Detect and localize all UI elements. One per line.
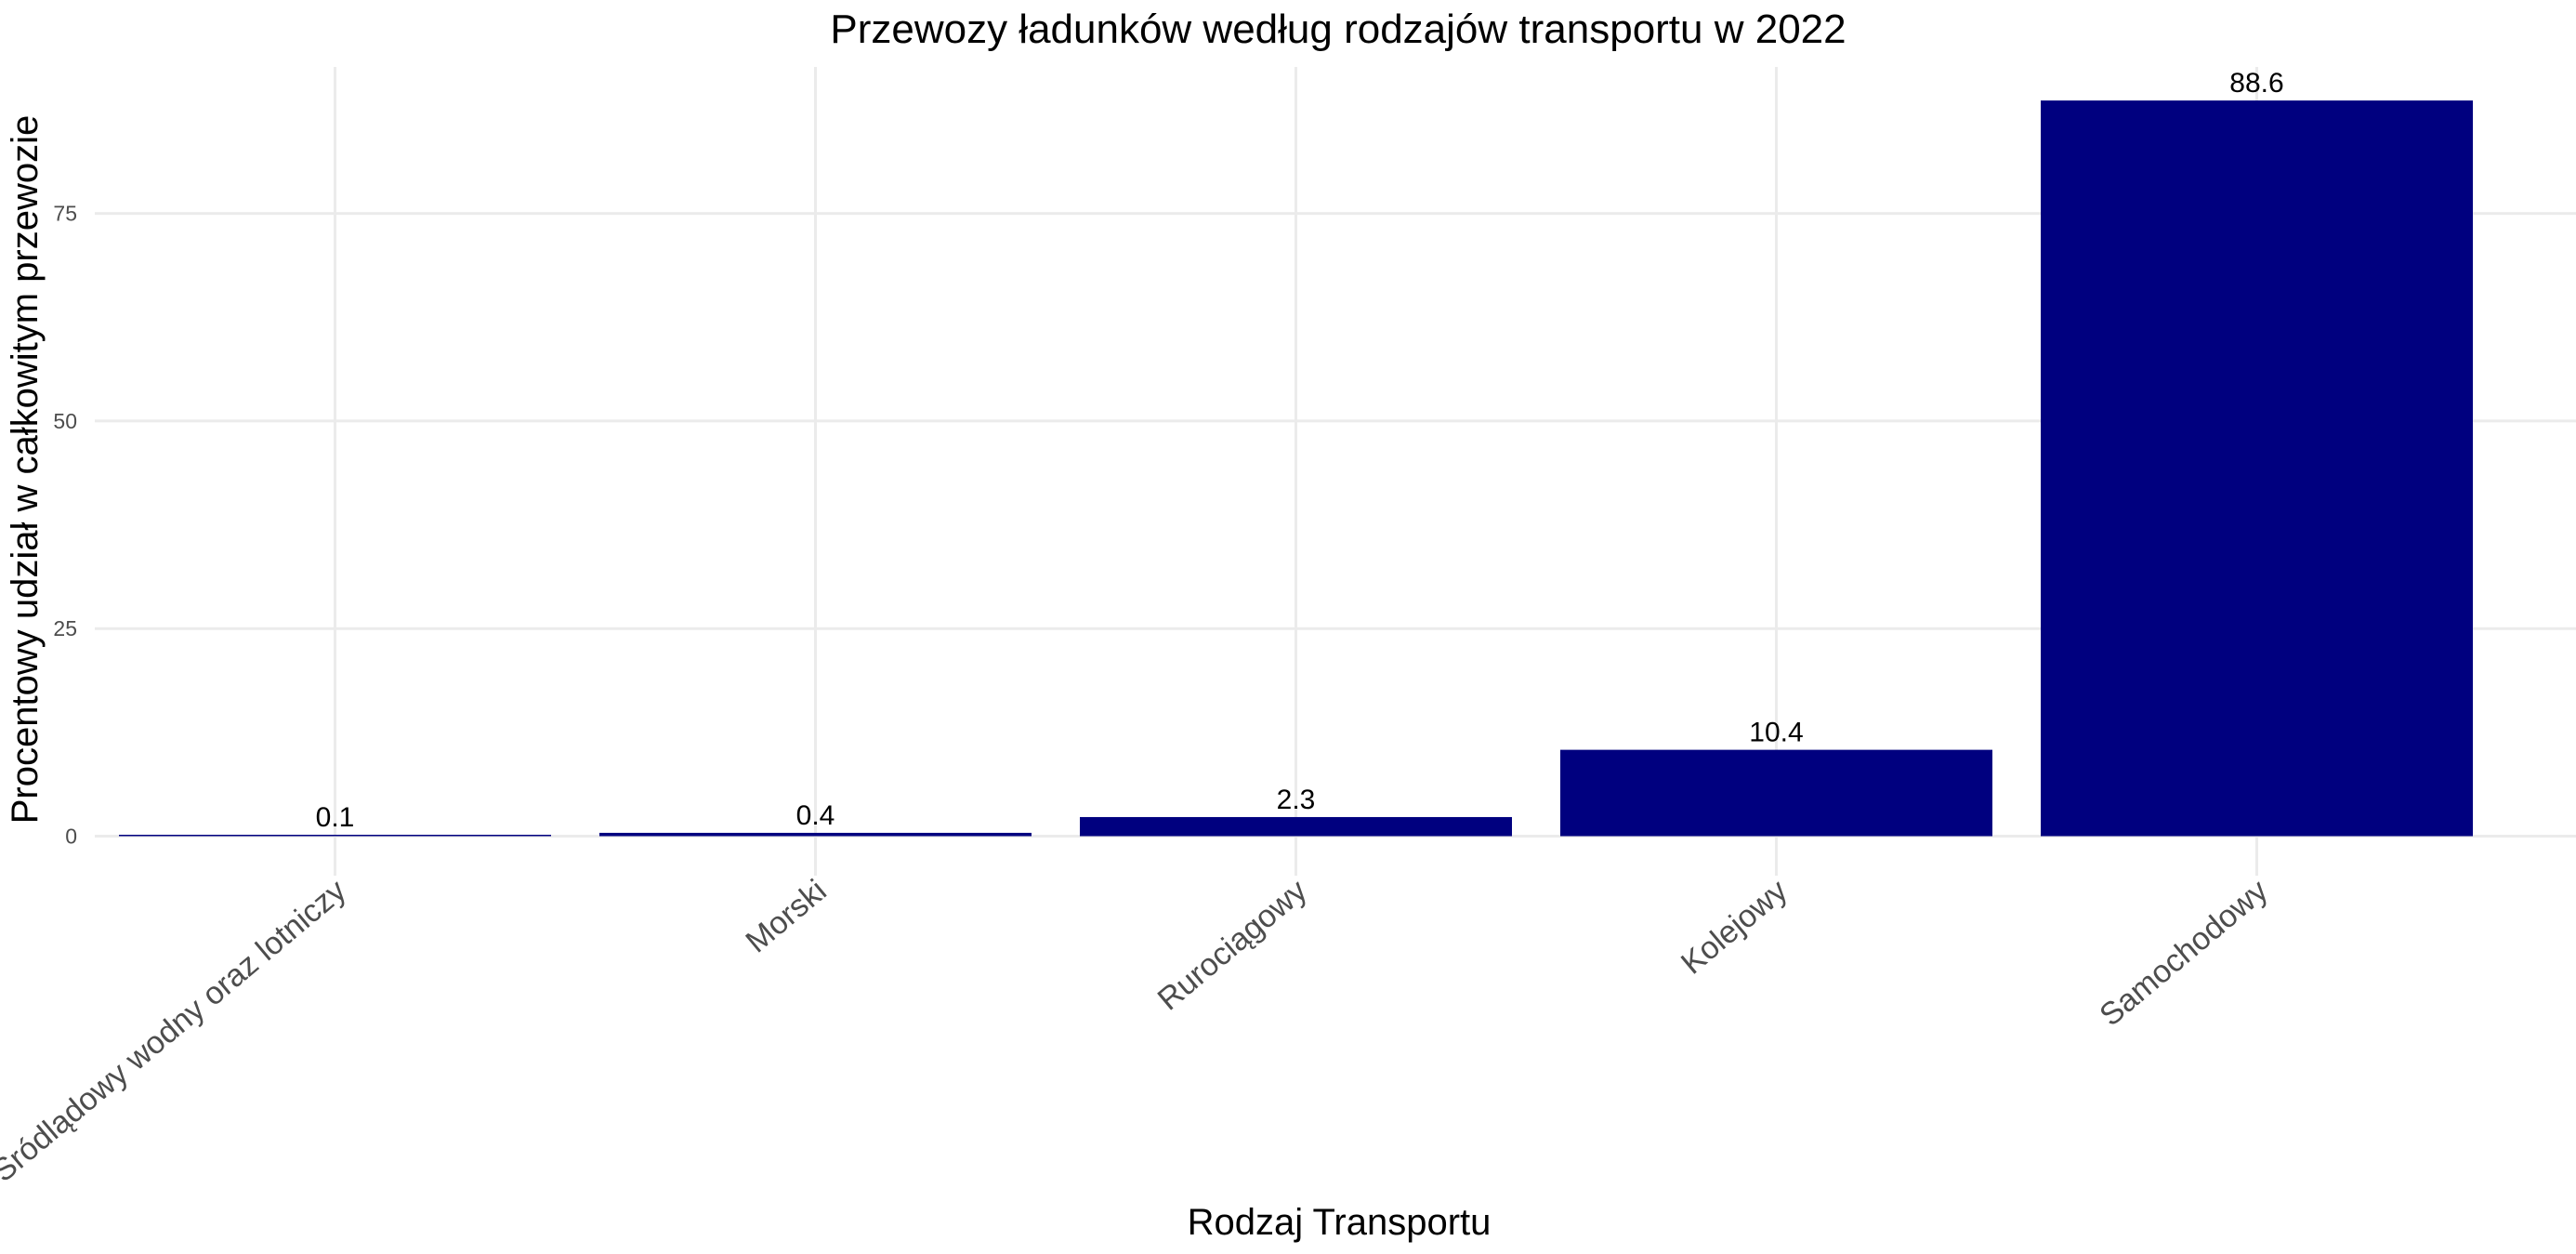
bar xyxy=(2041,100,2473,837)
data-label: 10.4 xyxy=(1749,718,1803,748)
bars xyxy=(119,100,2473,837)
bar xyxy=(119,835,551,837)
y-tick-label: 75 xyxy=(53,202,77,226)
bar xyxy=(599,832,1032,837)
y-axis-title: Procentowy udział w całkowitym przewozie xyxy=(5,115,46,825)
y-tick-label: 50 xyxy=(53,409,77,433)
data-label: 0.1 xyxy=(316,802,355,833)
bar xyxy=(1560,749,1992,837)
data-labels: 0.1 0.4 2.3 10.4 88.6 xyxy=(316,68,2284,833)
y-axis-ticks: 0 25 50 75 xyxy=(53,202,77,849)
data-label: 0.4 xyxy=(796,800,835,831)
y-tick-label: 0 xyxy=(65,825,77,849)
bar xyxy=(1080,816,1512,837)
x-axis-title: Rodzaj Transportu xyxy=(1188,1202,1492,1243)
data-label: 2.3 xyxy=(1277,785,1316,815)
y-tick-label: 25 xyxy=(53,616,77,640)
data-label: 88.6 xyxy=(2229,68,2283,99)
chart-title: Przewozy ładunków według rodzajów transp… xyxy=(830,7,1846,52)
